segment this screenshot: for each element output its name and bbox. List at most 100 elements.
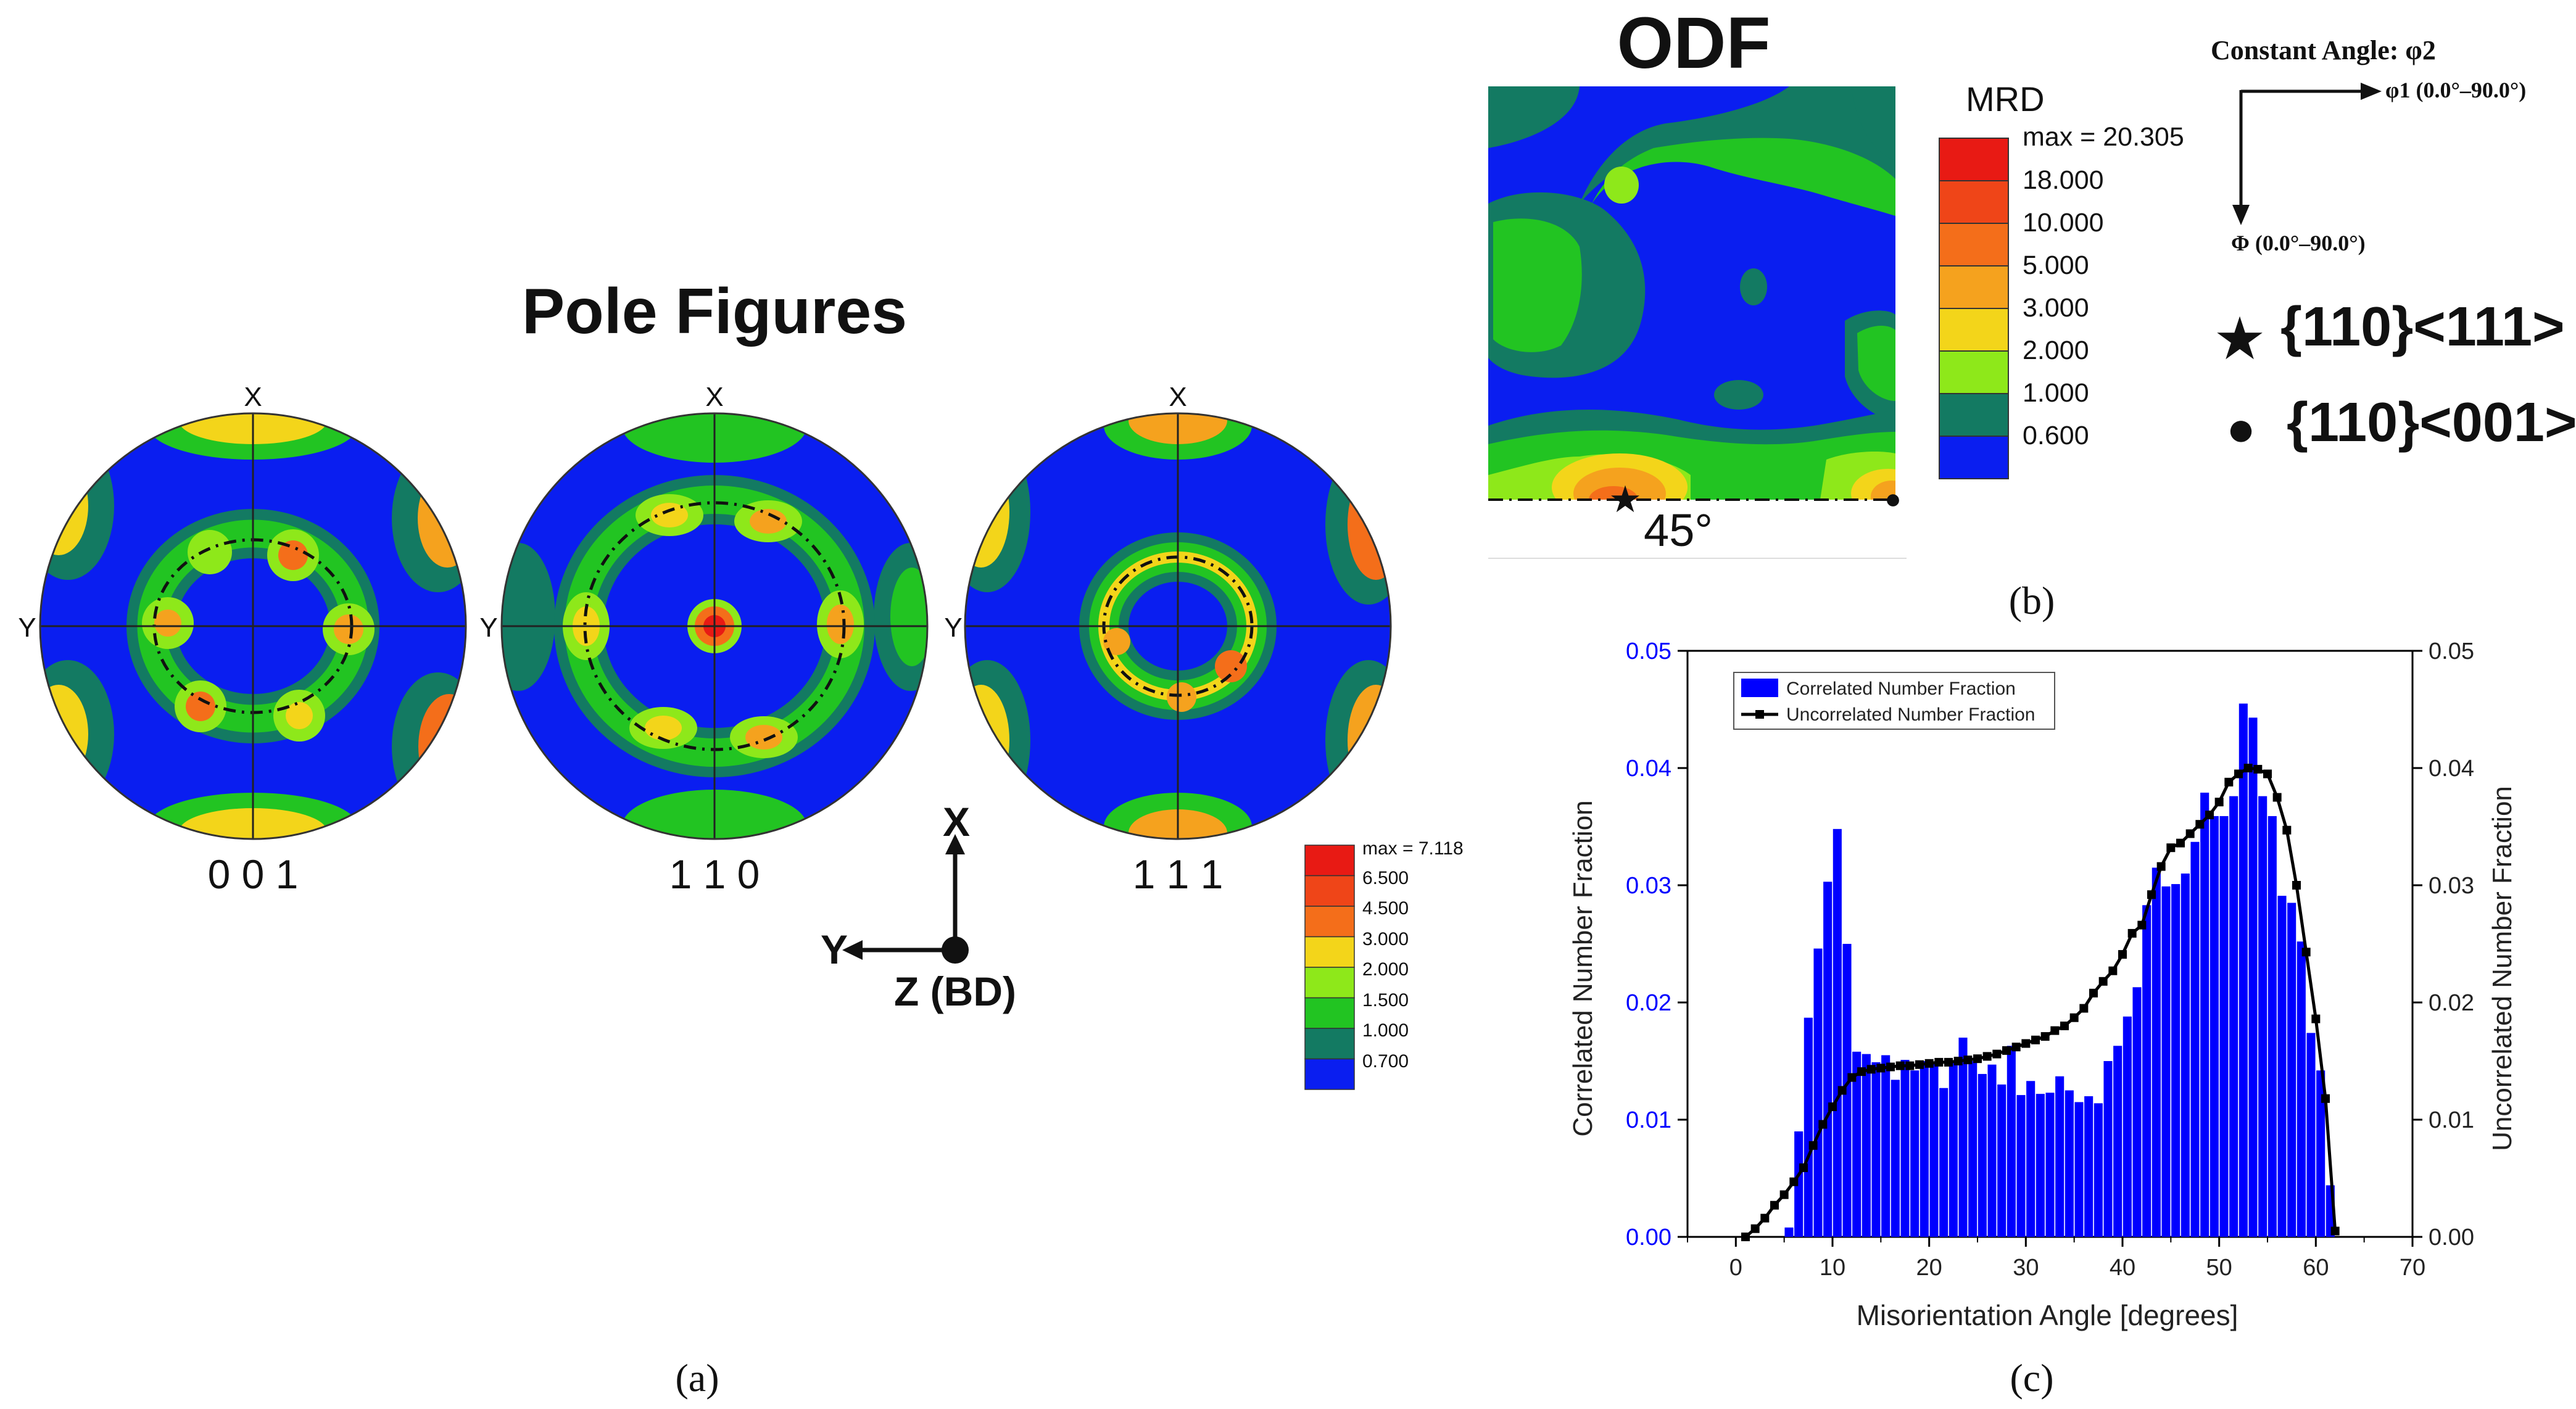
bar-correlated (1891, 1080, 1900, 1237)
legend-swatch (1939, 265, 2009, 309)
line-point (2147, 890, 2156, 899)
legend-level: 6.500 (1362, 868, 1409, 888)
bar-correlated (1949, 1062, 1958, 1237)
bar-correlated (1862, 1054, 1871, 1237)
bar-correlated (2258, 796, 2267, 1237)
bar-correlated (2026, 1081, 2036, 1237)
line-point (2234, 769, 2243, 779)
axis-x-label: X (244, 382, 262, 412)
legend-title: MRD (1966, 80, 2045, 118)
y-tick-label: 0.04 (1626, 756, 1671, 782)
z-axis-dot (942, 936, 969, 964)
Phi-axis-label: Φ (0.0°–90.0°) (2231, 231, 2366, 255)
circle-symbol: ● (2226, 401, 2256, 456)
circle-marker: ● (1884, 482, 1902, 514)
legend-level: 2.000 (2023, 336, 2089, 365)
legend-entry: Uncorrelated Number Fraction (1786, 704, 2036, 725)
bar-correlated (2103, 1061, 2113, 1237)
line-point (2185, 829, 2195, 838)
pole-figure-label: 1 1 1 (1133, 851, 1224, 897)
triad-y-label: Y (821, 927, 848, 972)
bar-correlated (2209, 816, 2219, 1237)
line-point (2321, 1094, 2330, 1103)
bar-correlated (2267, 816, 2277, 1237)
legend-level: 10.000 (2023, 208, 2104, 238)
phi1-axis-label: φ1 (0.0°–90.0°) (2385, 78, 2526, 102)
legend-level: 2.000 (1362, 959, 1409, 980)
legend-level: 3.000 (1362, 929, 1409, 949)
y-tick-label: 0.03 (1626, 873, 1671, 899)
legend-level: 1.500 (1362, 990, 1409, 1010)
bar-correlated (1939, 1088, 1949, 1237)
line-point (2311, 1014, 2321, 1023)
line-point (1886, 1062, 1895, 1072)
pole-figures-title: Pole Figures (522, 276, 907, 347)
legend-level: 0.600 (2023, 421, 2089, 450)
panel-c-caption: (c) (2010, 1356, 2053, 1400)
bar-correlated (1958, 1038, 1968, 1237)
axes-triad: X Y Z (BD) (821, 799, 1016, 1014)
bar-correlated (2316, 1070, 2325, 1237)
chart-y-label: Correlated Number Fraction (1568, 800, 1598, 1136)
line-point (1828, 1102, 1837, 1112)
line-point (1779, 1190, 1789, 1199)
bar-correlated (2151, 867, 2161, 1237)
line-point (1973, 1054, 1982, 1064)
legend-swatch (1939, 223, 2009, 267)
line-point (2098, 977, 2108, 986)
pole-figure-label: 0 0 1 (208, 851, 299, 897)
legend-level: 1.000 (1362, 1020, 1409, 1041)
line-point (1750, 1224, 1760, 1233)
bar-correlated (1833, 828, 1842, 1237)
line-point (1837, 1086, 1847, 1095)
bar-correlated (1871, 1062, 1881, 1237)
legend-level: 0.700 (1362, 1051, 1409, 1072)
line-point (2272, 793, 2282, 802)
bar-correlated (1920, 1061, 1929, 1237)
bar-correlated (2094, 1103, 2103, 1237)
legend-swatch (1304, 967, 1355, 999)
bar-correlated (1852, 1051, 1862, 1237)
line-point (2156, 862, 2166, 871)
line-point (2069, 1013, 2079, 1022)
bar-correlated (2277, 896, 2287, 1237)
line-point (1924, 1059, 1934, 1068)
bar-correlated (2113, 1046, 2123, 1237)
pole-figure-110: 1 1 0 X Y (479, 382, 929, 897)
bar-correlated (2180, 874, 2190, 1237)
line-point (1770, 1200, 1779, 1210)
axis-y-label: Y (944, 613, 962, 643)
legend-swatch (1939, 138, 2009, 181)
line-point (2330, 1226, 2340, 1236)
bar-correlated (2287, 903, 2296, 1237)
bar-correlated (1842, 944, 1852, 1237)
legend-swatch (1939, 308, 2009, 352)
line-point (1808, 1141, 1818, 1150)
line-point (2243, 764, 2253, 772)
bar-correlated (2074, 1102, 2084, 1237)
axis-y-label: Y (18, 613, 36, 643)
legend-swatch (1304, 1058, 1355, 1090)
bar-correlated (1823, 882, 1833, 1237)
y-tick-label-right: 0.03 (2429, 873, 2474, 899)
line-point (1799, 1163, 1808, 1172)
line-point (2301, 948, 2311, 957)
line-point (2011, 1043, 2021, 1052)
legend-swatch (1304, 1028, 1355, 1060)
legend-level: 1.000 (2023, 378, 2089, 408)
line-point (2166, 843, 2176, 853)
line-point (2292, 881, 2301, 890)
bar-correlated (2007, 1046, 2016, 1237)
triad-x-label: X (943, 799, 970, 845)
x-tick-label: 10 (1820, 1255, 1845, 1281)
line-point (1992, 1049, 2002, 1059)
bar-correlated (2238, 703, 2248, 1237)
bar-correlated (1997, 1085, 2007, 1237)
line-point (1915, 1060, 1924, 1069)
line-point (1944, 1057, 1953, 1067)
triad-z-label: Z (BD) (894, 969, 1016, 1014)
line-point (1760, 1213, 1770, 1223)
legend-line-marker (1755, 710, 1764, 719)
legend-box (1733, 672, 2055, 730)
